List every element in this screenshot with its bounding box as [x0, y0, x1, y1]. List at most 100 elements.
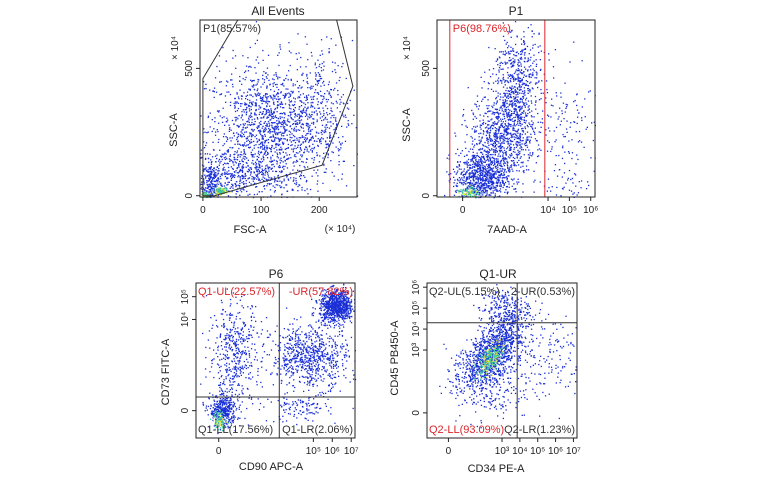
data-point [200, 183, 202, 186]
data-point [312, 106, 314, 108]
data-point [524, 133, 526, 135]
data-point [487, 99, 489, 101]
data-point [527, 138, 529, 141]
data-point [205, 142, 208, 144]
data-point [221, 158, 223, 161]
data-point [211, 171, 213, 173]
data-point [317, 180, 319, 182]
data-point [493, 150, 495, 153]
data-point [275, 160, 278, 162]
data-point [508, 115, 510, 118]
data-point [323, 294, 325, 297]
data-point [527, 69, 529, 71]
data-point [513, 72, 516, 75]
data-point [285, 88, 287, 90]
data-point [261, 112, 263, 115]
data-point [487, 155, 489, 157]
data-point [502, 155, 504, 158]
data-point [546, 88, 548, 91]
data-point [218, 111, 220, 113]
data-point [469, 174, 471, 176]
data-point [210, 182, 212, 184]
data-point [320, 102, 323, 105]
data-point [521, 123, 523, 125]
data-point [267, 74, 269, 76]
data-point [525, 165, 528, 167]
data-point [259, 96, 262, 98]
data-point [245, 65, 248, 67]
data-point [237, 143, 239, 145]
data-point [262, 148, 264, 150]
data-point [321, 137, 323, 139]
data-point [223, 189, 225, 191]
data-point [236, 167, 238, 169]
data-point [262, 59, 264, 61]
data-point [305, 134, 307, 136]
data-point [498, 113, 500, 115]
data-point [494, 154, 496, 156]
data-point [246, 103, 248, 105]
data-point [272, 135, 274, 137]
data-point [482, 133, 485, 135]
data-point [272, 83, 274, 85]
data-point [503, 138, 505, 141]
data-point [506, 158, 508, 160]
data-point [526, 60, 528, 63]
data-point [337, 65, 339, 67]
data-point [547, 115, 550, 117]
data-point [521, 140, 523, 142]
data-point [512, 120, 514, 122]
data-point [498, 56, 501, 58]
data-point [255, 166, 257, 169]
data-point [322, 306, 324, 308]
data-point [532, 88, 534, 90]
data-point [317, 101, 319, 103]
data-point [210, 159, 212, 161]
data-point [302, 72, 304, 74]
data-point [481, 189, 483, 192]
data-point [472, 160, 474, 163]
data-point [284, 131, 286, 133]
data-point [514, 91, 516, 93]
data-point [324, 322, 326, 324]
data-point [456, 189, 458, 192]
data-point [515, 108, 517, 110]
data-point [200, 177, 203, 180]
data-point [253, 123, 255, 125]
data-point [487, 147, 489, 149]
data-point [522, 183, 524, 185]
data-point [219, 162, 221, 164]
data-point [348, 124, 350, 126]
data-point [504, 181, 507, 184]
data-point [472, 195, 474, 197]
data-point [274, 132, 276, 134]
data-point [462, 192, 464, 194]
data-point [466, 166, 469, 168]
data-point [494, 136, 496, 138]
data-point [281, 148, 283, 150]
data-point [488, 164, 490, 166]
data-point [496, 109, 498, 111]
data-point [470, 187, 472, 189]
data-point [499, 176, 501, 178]
data-point [488, 194, 490, 196]
data-point [316, 80, 318, 82]
data-point [307, 102, 309, 104]
data-point [494, 189, 496, 191]
data-point [480, 165, 482, 167]
data-point [256, 174, 258, 177]
data-point [240, 105, 242, 107]
data-point [513, 116, 515, 119]
data-point [213, 189, 215, 192]
data-point [213, 87, 216, 89]
data-point [337, 148, 339, 150]
data-point [477, 177, 480, 179]
data-point [514, 96, 516, 98]
data-point [270, 148, 272, 150]
data-point [311, 298, 313, 300]
data-point [305, 146, 308, 148]
data-point [497, 146, 499, 148]
data-point [471, 185, 473, 187]
data-point [511, 91, 513, 93]
